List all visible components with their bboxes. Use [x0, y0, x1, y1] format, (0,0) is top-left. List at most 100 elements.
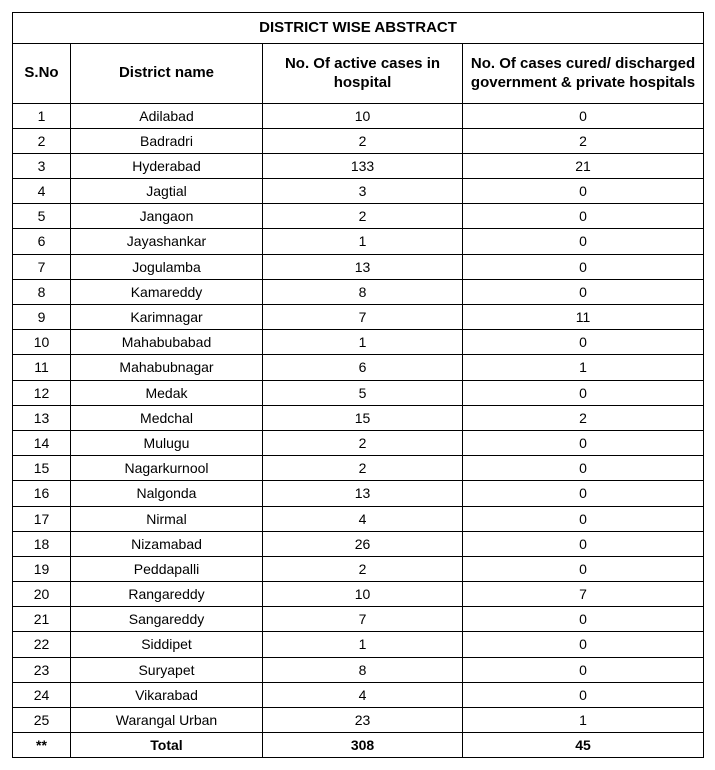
cell-sno: 11 [13, 355, 71, 380]
table-row: 2Badradri22 [13, 128, 704, 153]
cell-cured: 0 [463, 279, 704, 304]
cell-sno: 23 [13, 657, 71, 682]
cell-active: 1 [263, 632, 463, 657]
cell-cured: 0 [463, 556, 704, 581]
cell-active: 8 [263, 657, 463, 682]
cell-sno: 4 [13, 179, 71, 204]
total-active: 308 [263, 733, 463, 758]
cell-name: Medchal [71, 405, 263, 430]
cell-sno: 1 [13, 103, 71, 128]
cell-name: Nalgonda [71, 481, 263, 506]
cell-active: 1 [263, 229, 463, 254]
cell-sno: 8 [13, 279, 71, 304]
cell-cured: 2 [463, 405, 704, 430]
table-body: 1Adilabad1002Badradri223Hyderabad133214J… [13, 103, 704, 733]
cell-sno: 12 [13, 380, 71, 405]
table-row: 20Rangareddy107 [13, 582, 704, 607]
cell-sno: 25 [13, 708, 71, 733]
col-header-cured: No. Of cases cured/ discharged governmen… [463, 43, 704, 103]
table-row: 16Nalgonda130 [13, 481, 704, 506]
cell-active: 2 [263, 556, 463, 581]
table-row: 11Mahabubnagar61 [13, 355, 704, 380]
district-abstract-table-wrap: DISTRICT WISE ABSTRACT S.No District nam… [12, 12, 703, 758]
cell-sno: 2 [13, 128, 71, 153]
cell-cured: 0 [463, 632, 704, 657]
cell-sno: 10 [13, 330, 71, 355]
col-header-name: District name [71, 43, 263, 103]
cell-cured: 0 [463, 204, 704, 229]
total-cured: 45 [463, 733, 704, 758]
table-row: 9Karimnagar711 [13, 305, 704, 330]
cell-sno: 16 [13, 481, 71, 506]
table-row: 10Mahabubabad10 [13, 330, 704, 355]
table-row: 4Jagtial30 [13, 179, 704, 204]
cell-name: Kamareddy [71, 279, 263, 304]
cell-active: 2 [263, 204, 463, 229]
cell-name: Hyderabad [71, 153, 263, 178]
cell-sno: 22 [13, 632, 71, 657]
cell-sno: 15 [13, 456, 71, 481]
table-row: 15Nagarkurnool20 [13, 456, 704, 481]
table-row: 19Peddapalli20 [13, 556, 704, 581]
cell-sno: 3 [13, 153, 71, 178]
cell-name: Badradri [71, 128, 263, 153]
cell-active: 8 [263, 279, 463, 304]
table-total-row: ** Total 308 45 [13, 733, 704, 758]
cell-name: Nagarkurnool [71, 456, 263, 481]
cell-cured: 0 [463, 430, 704, 455]
cell-sno: 24 [13, 682, 71, 707]
cell-sno: 18 [13, 531, 71, 556]
table-row: 14Mulugu20 [13, 430, 704, 455]
cell-sno: 21 [13, 607, 71, 632]
cell-active: 10 [263, 103, 463, 128]
cell-name: Mahabubabad [71, 330, 263, 355]
cell-active: 23 [263, 708, 463, 733]
table-row: 13Medchal152 [13, 405, 704, 430]
cell-name: Suryapet [71, 657, 263, 682]
cell-name: Jayashankar [71, 229, 263, 254]
table-row: 1Adilabad100 [13, 103, 704, 128]
cell-active: 3 [263, 179, 463, 204]
cell-active: 2 [263, 430, 463, 455]
cell-active: 13 [263, 254, 463, 279]
table-row: 3Hyderabad13321 [13, 153, 704, 178]
cell-active: 6 [263, 355, 463, 380]
cell-name: Vikarabad [71, 682, 263, 707]
total-sno: ** [13, 733, 71, 758]
cell-cured: 0 [463, 506, 704, 531]
cell-name: Mahabubnagar [71, 355, 263, 380]
cell-cured: 0 [463, 456, 704, 481]
cell-cured: 0 [463, 481, 704, 506]
cell-cured: 2 [463, 128, 704, 153]
cell-name: Nirmal [71, 506, 263, 531]
cell-sno: 7 [13, 254, 71, 279]
cell-cured: 7 [463, 582, 704, 607]
cell-name: Sangareddy [71, 607, 263, 632]
table-row: 21Sangareddy70 [13, 607, 704, 632]
table-title-row: DISTRICT WISE ABSTRACT [13, 13, 704, 44]
cell-active: 13 [263, 481, 463, 506]
cell-active: 4 [263, 506, 463, 531]
cell-cured: 0 [463, 254, 704, 279]
cell-cured: 0 [463, 330, 704, 355]
cell-name: Jagtial [71, 179, 263, 204]
cell-active: 15 [263, 405, 463, 430]
cell-sno: 19 [13, 556, 71, 581]
cell-name: Siddipet [71, 632, 263, 657]
cell-active: 7 [263, 607, 463, 632]
cell-cured: 0 [463, 179, 704, 204]
cell-name: Mulugu [71, 430, 263, 455]
cell-active: 2 [263, 456, 463, 481]
cell-cured: 1 [463, 708, 704, 733]
cell-active: 2 [263, 128, 463, 153]
cell-sno: 20 [13, 582, 71, 607]
table-row: 25Warangal Urban231 [13, 708, 704, 733]
cell-name: Peddapalli [71, 556, 263, 581]
cell-sno: 5 [13, 204, 71, 229]
cell-sno: 17 [13, 506, 71, 531]
cell-active: 133 [263, 153, 463, 178]
cell-active: 1 [263, 330, 463, 355]
cell-cured: 0 [463, 103, 704, 128]
cell-sno: 6 [13, 229, 71, 254]
table-row: 24Vikarabad40 [13, 682, 704, 707]
